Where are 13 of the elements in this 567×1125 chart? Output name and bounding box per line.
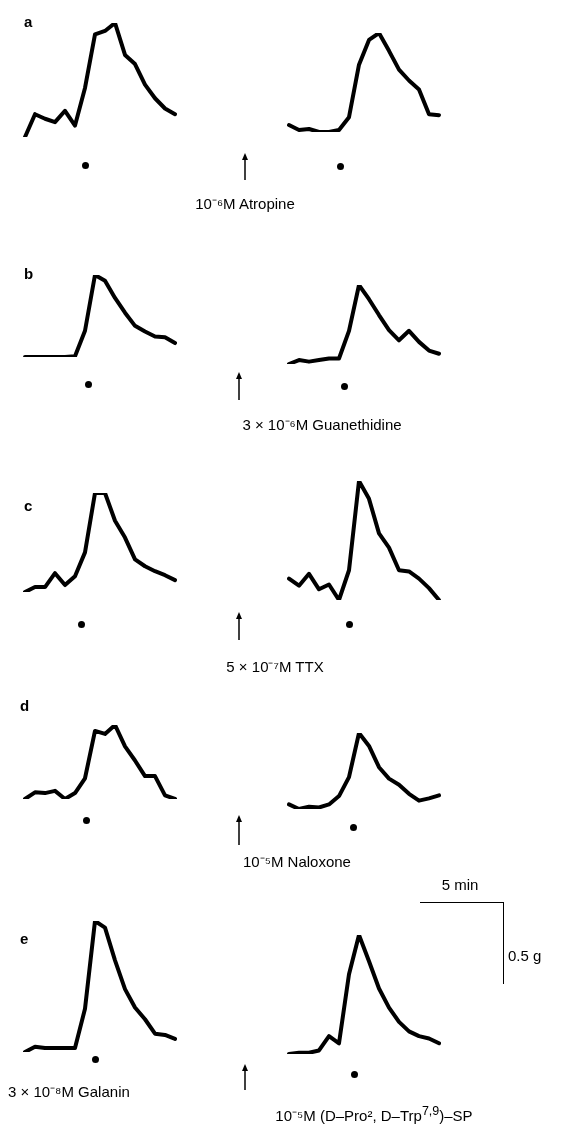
text: 10⁻⁵M (D–Pro², D–Trp$^{7,9}$)–SP bbox=[275, 1103, 473, 1125]
text: 10⁻⁶M Atropine bbox=[195, 195, 295, 213]
text: 5 × 10⁻⁷M TTX bbox=[226, 658, 324, 676]
chart-title: c bbox=[24, 497, 33, 514]
chart-title: a bbox=[24, 13, 33, 30]
text: 3 × 10⁻⁶M Guanethidine bbox=[242, 416, 402, 434]
chart-title: d bbox=[20, 697, 30, 714]
text: 10⁻⁵M Naloxone bbox=[243, 853, 351, 871]
text: 3 × 10⁻⁸M Galanin bbox=[8, 1083, 130, 1101]
text: e bbox=[20, 930, 29, 947]
text: 0.5 g bbox=[508, 947, 542, 965]
chart-title: b bbox=[24, 265, 34, 282]
text: 5 min bbox=[441, 876, 479, 894]
